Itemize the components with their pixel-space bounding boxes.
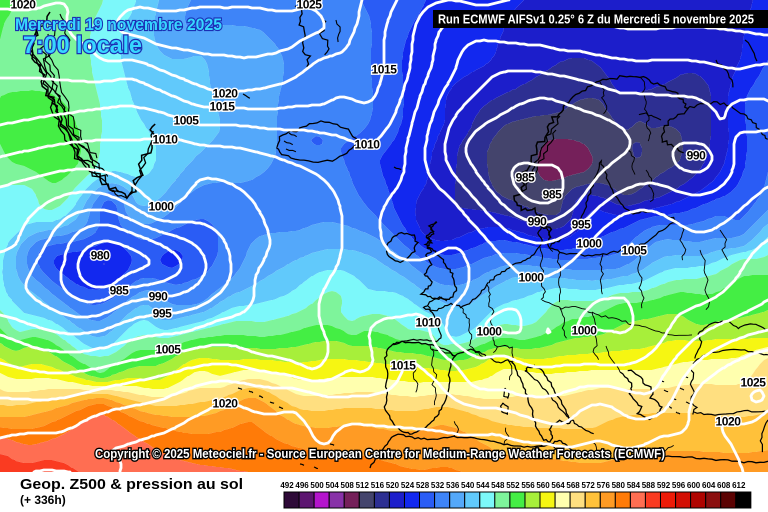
svg-text:1005: 1005 [173,114,199,128]
svg-text:1025: 1025 [740,376,766,390]
svg-text:572: 572 [582,481,596,490]
svg-text:556: 556 [521,481,535,490]
svg-text:990: 990 [687,149,707,163]
svg-text:1025: 1025 [296,0,322,12]
svg-text:1005: 1005 [155,343,181,357]
svg-text:985: 985 [110,284,130,298]
svg-text:1015: 1015 [371,63,397,77]
svg-text:496: 496 [295,481,309,490]
svg-text:1000: 1000 [518,271,544,285]
svg-text:1015: 1015 [390,359,416,373]
svg-text:Geop. Z500 & pression au sol: Geop. Z500 & pression au sol [20,476,243,493]
svg-text:552: 552 [506,481,520,490]
svg-text:544: 544 [476,481,490,490]
svg-text:980: 980 [91,249,111,263]
svg-text:1000: 1000 [571,324,597,338]
svg-text:516: 516 [371,481,385,490]
svg-text:560: 560 [536,481,550,490]
svg-text:1015: 1015 [209,100,235,114]
svg-text:576: 576 [597,481,611,490]
svg-text:1010: 1010 [152,133,178,147]
svg-text:1020: 1020 [212,397,238,411]
svg-text:596: 596 [672,481,686,490]
svg-text:492: 492 [280,481,294,490]
svg-text:Run ECMWF AIFSv1 0.25° 6 Z du: Run ECMWF AIFSv1 0.25° 6 Z du Mercredi 5… [438,13,754,27]
svg-text:584: 584 [627,481,641,490]
svg-text:568: 568 [566,481,580,490]
svg-text:500: 500 [310,481,324,490]
svg-text:532: 532 [431,481,445,490]
svg-text:528: 528 [416,481,430,490]
svg-text:985: 985 [516,171,536,185]
svg-text:564: 564 [551,481,565,490]
svg-text:1000: 1000 [476,325,502,339]
svg-text:512: 512 [356,481,370,490]
svg-text:Mercredi 19 novembre 2025: Mercredi 19 novembre 2025 [15,15,222,34]
svg-text:1010: 1010 [354,138,380,152]
svg-text:1010: 1010 [415,316,441,330]
svg-text:588: 588 [642,481,656,490]
svg-text:504: 504 [326,481,340,490]
svg-text:7:00 locale: 7:00 locale [23,32,142,59]
svg-text:990: 990 [149,290,169,304]
svg-text:1020: 1020 [212,87,238,101]
svg-text:1020: 1020 [715,415,741,429]
svg-text:612: 612 [732,481,746,490]
svg-text:604: 604 [702,481,716,490]
svg-text:1000: 1000 [148,200,174,214]
svg-text:540: 540 [461,481,475,490]
svg-text:548: 548 [491,481,505,490]
svg-text:592: 592 [657,481,671,490]
svg-text:524: 524 [401,481,415,490]
svg-text:508: 508 [341,481,355,490]
svg-text:1020: 1020 [10,0,36,12]
svg-text:600: 600 [687,481,701,490]
svg-text:520: 520 [386,481,400,490]
svg-text:580: 580 [612,481,626,490]
svg-text:995: 995 [572,218,592,232]
svg-text:985: 985 [543,188,563,202]
svg-text:608: 608 [717,481,731,490]
svg-text:Copyright © 2025 Meteociel.fr: Copyright © 2025 Meteociel.fr - Source E… [95,447,665,461]
svg-text:1000: 1000 [576,237,602,251]
svg-text:990: 990 [528,215,548,229]
svg-text:(+ 336h): (+ 336h) [20,493,66,507]
svg-text:995: 995 [153,307,173,321]
svg-text:536: 536 [446,481,460,490]
svg-text:1005: 1005 [621,244,647,258]
